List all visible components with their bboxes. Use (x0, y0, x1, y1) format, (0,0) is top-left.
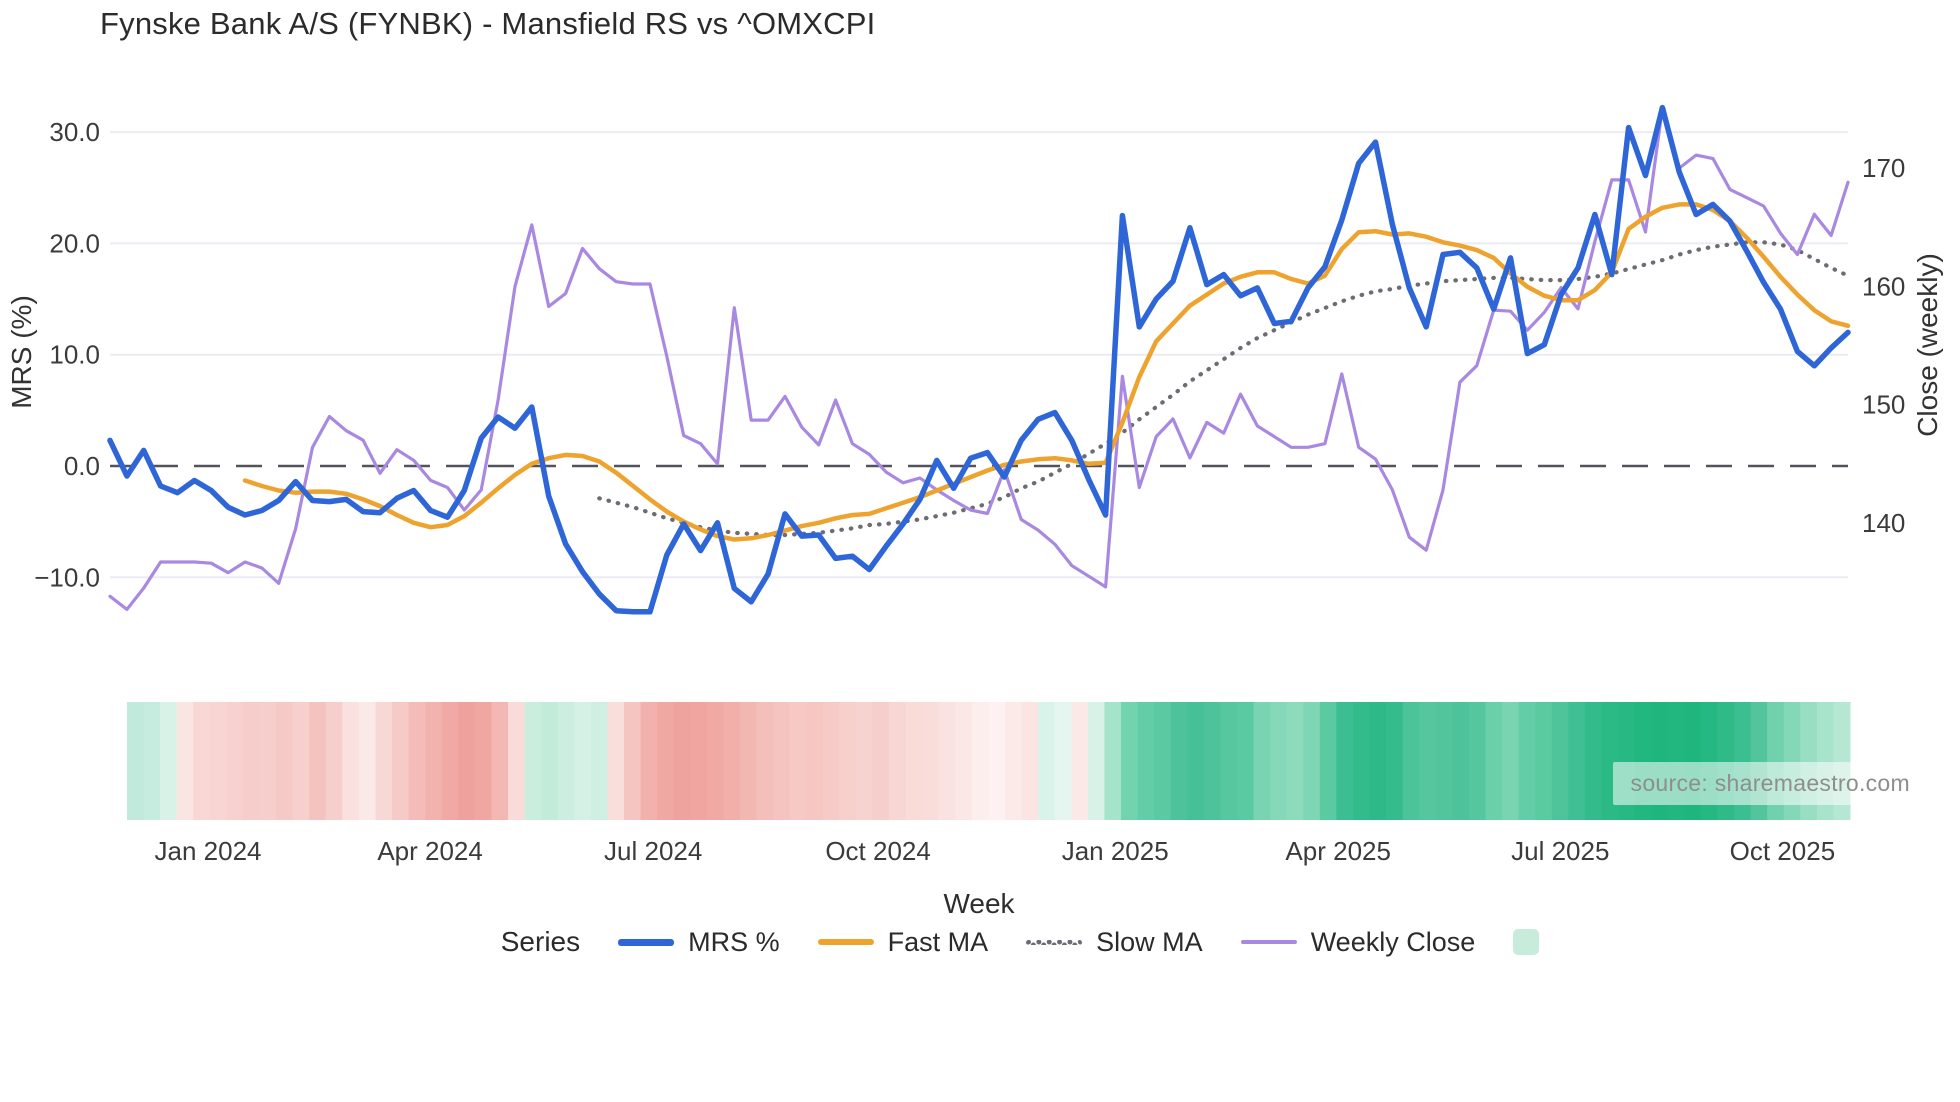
y-left-tick-label: 10.0 (49, 340, 100, 370)
x-tick-label: Apr 2025 (1285, 836, 1391, 866)
legend: Series MRS % Fast MA Slow MA Weekly Close (0, 926, 1960, 958)
y-left-tick-label: 0.0 (64, 451, 100, 481)
legend-item-slow-ma: Slow MA (1026, 927, 1203, 958)
y-right-tick-label: 170 (1862, 153, 1905, 183)
y-right-tick-label: 150 (1862, 390, 1905, 420)
x-tick-label: Jan 2025 (1062, 836, 1169, 866)
legend-item-weekly-close: Weekly Close (1240, 926, 1476, 958)
y-left-tick-label: 20.0 (49, 228, 100, 258)
legend-heatmap-swatch (1513, 929, 1540, 955)
legend-item-label: Weekly Close (1310, 926, 1476, 957)
series-line-mrs- (107, 104, 1851, 615)
heatmap-strip (127, 702, 1851, 820)
series-line-weekly-close (108, 106, 1850, 612)
chart-title: Fynske Bank A/S (FYNBK) - Mansfield RS v… (100, 6, 876, 41)
legend-line-sample (618, 938, 675, 946)
legend-line-sample (817, 939, 874, 945)
x-tick-label: Apr 2024 (377, 836, 483, 866)
y-left-tick-label: −10.0 (34, 562, 100, 592)
y-right-tick-labels: 170 160 150 140 (1862, 153, 1905, 538)
legend-item-mrs-: MRS % (618, 927, 780, 958)
y-right-tick-label: 140 (1862, 508, 1905, 538)
y-right-tick-label: 160 (1862, 271, 1905, 301)
x-tick-label: Oct 2024 (825, 836, 931, 866)
legend-line-sample (1240, 940, 1297, 944)
x-axis-title: Week (943, 888, 1015, 919)
legend-item-label: MRS % (688, 926, 780, 957)
legend-line-sample (1026, 939, 1083, 945)
x-tick-label: Jul 2025 (1511, 836, 1609, 866)
x-tick-label: Oct 2025 (1730, 836, 1836, 866)
y-right-axis-title: Close (weekly) (1912, 253, 1943, 437)
legend-title: Series (500, 926, 581, 957)
x-tick-label: Jan 2024 (155, 836, 262, 866)
series-line-slow-ma (597, 240, 1851, 538)
gridlines (110, 131, 1848, 579)
y-left-tick-labels: 30.0 20.0 10.0 0.0 −10.0 (34, 117, 100, 592)
legend-item-label: Fast MA (887, 926, 989, 957)
legend-item-label: Slow MA (1096, 926, 1203, 957)
legend-item-fast-ma: Fast MA (817, 926, 989, 958)
x-tick-label: Jul 2024 (604, 836, 702, 866)
y-left-axis-title: MRS (%) (6, 295, 37, 409)
x-tick-labels: Jan 2024 Apr 2024 Jul 2024 Oct 2024 Jan 2025… (155, 836, 1836, 866)
y-left-tick-label: 30.0 (49, 117, 100, 147)
series-line-fast-ma (242, 202, 1851, 542)
source-label: source: sharemaestro.com (1612, 762, 1928, 805)
